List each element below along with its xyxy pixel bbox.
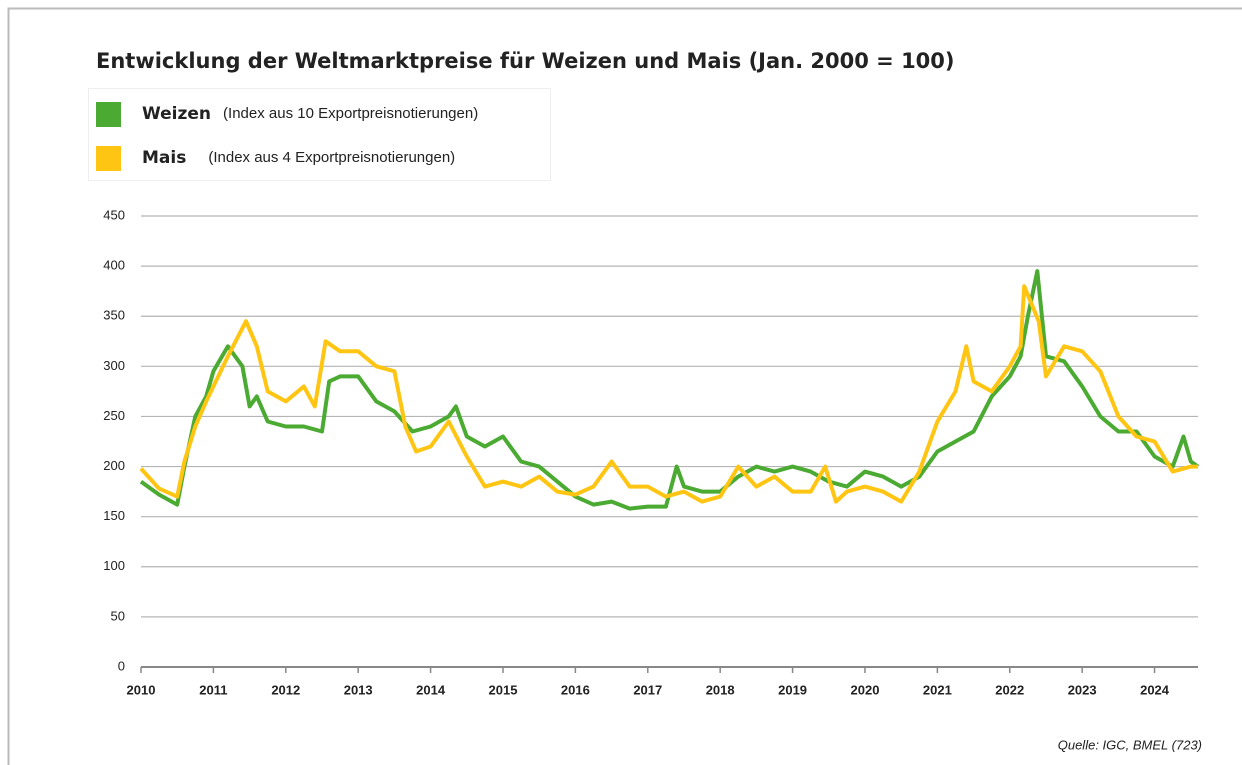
y-tick-label: 450 <box>103 207 125 222</box>
x-tick-label: 2022 <box>995 682 1024 697</box>
x-tick-label: 2014 <box>416 682 446 697</box>
y-tick-label: 400 <box>103 258 125 273</box>
series-line <box>139 284 1198 504</box>
source: Quelle: IGC, BMEL (723) <box>1058 737 1202 752</box>
chart-title: Entwicklung der Weltmarktpreise für Weiz… <box>96 49 955 73</box>
x-tick-label: 2023 <box>1068 682 1097 697</box>
legend-box <box>88 88 551 181</box>
x-tick-label: 2020 <box>851 682 880 697</box>
y-tick-label: 50 <box>111 608 125 623</box>
y-tick-label: 250 <box>103 408 125 423</box>
frame <box>7 7 1242 765</box>
legend-description: (Index aus 10 Exportpreisnotierungen) <box>223 105 478 122</box>
x-tick-label: 2024 <box>1140 682 1170 697</box>
x-tick-label: 2015 <box>489 682 518 697</box>
y-tick-label: 200 <box>103 458 125 473</box>
x-tick-label: 2018 <box>706 682 735 697</box>
x-tick-label: 2019 <box>778 682 807 697</box>
x-tick-label: 2011 <box>199 682 227 697</box>
legend-swatch <box>96 146 121 171</box>
y-tick-label: 150 <box>103 508 125 523</box>
x-tick-label: 2016 <box>561 682 590 697</box>
x-tick-label: 2021 <box>923 682 952 697</box>
legend-name: Mais <box>142 148 186 168</box>
x-tick-label: 2017 <box>633 682 662 697</box>
series-line <box>139 269 1200 511</box>
x-tick-label: 2013 <box>344 682 373 697</box>
x-tick-label: 2010 <box>127 682 156 697</box>
y-tick-label: 350 <box>103 308 125 323</box>
legend-swatch <box>96 102 121 127</box>
legend-description: (Index aus 4 Exportpreisnotierungen) <box>208 149 455 166</box>
legend-name: Weizen <box>142 104 211 124</box>
y-tick-label: 300 <box>103 358 125 373</box>
y-tick-label: 100 <box>103 558 125 573</box>
y-tick-label: 0 <box>118 658 125 673</box>
x-tick-label: 2012 <box>271 682 300 697</box>
